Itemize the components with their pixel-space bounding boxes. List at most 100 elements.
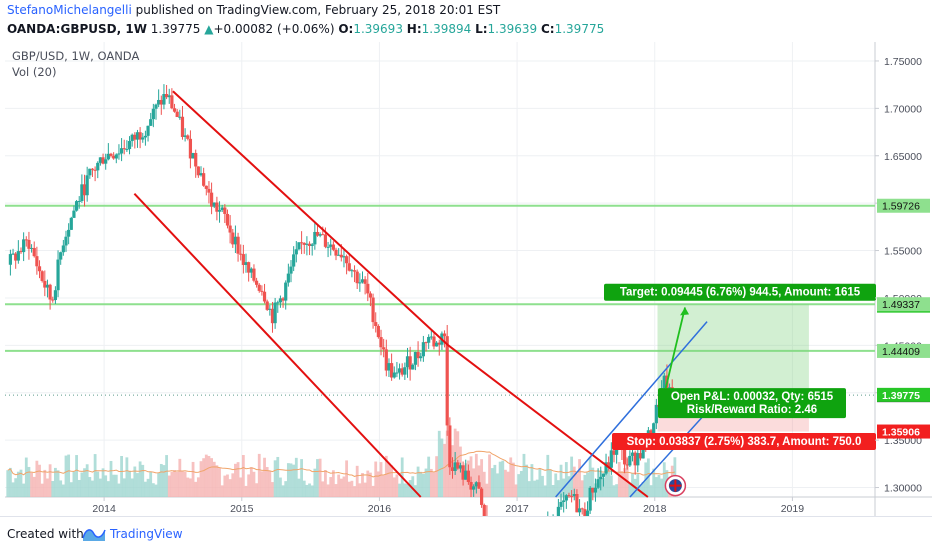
volume-bar: [215, 465, 219, 497]
candle-body: [74, 201, 79, 211]
volume-bar: [136, 473, 139, 497]
candle-body: [472, 486, 476, 490]
volume-bar: [374, 461, 378, 497]
candle-body: [326, 246, 330, 248]
price-badge-text: 1.35906: [882, 427, 920, 439]
candle-body: [453, 462, 457, 471]
volume-bar: [628, 482, 632, 497]
volume-bar: [649, 485, 653, 497]
volume-bar: [384, 455, 388, 497]
candle-body: [98, 157, 103, 163]
volume-bar: [141, 464, 145, 497]
candle-body: [358, 282, 362, 284]
volume-bar: [443, 443, 446, 497]
volume-bar: [570, 456, 574, 497]
volume-bar: [218, 468, 221, 497]
candle-body: [612, 450, 616, 455]
candle-body: [408, 356, 412, 370]
grid: [5, 42, 875, 497]
volume-bar: [85, 464, 89, 497]
price-badge-bg: [877, 387, 930, 402]
price-tick-label: 1.70000: [884, 103, 922, 115]
red-trendline: [447, 344, 649, 498]
tradingview-brand-link[interactable]: TradingView: [110, 527, 183, 541]
price-tick-label: 1.65000: [884, 151, 922, 163]
volume-bar: [43, 469, 47, 497]
gbp-flag-icon: [664, 474, 687, 497]
candle-body: [112, 155, 116, 159]
candle-body: [570, 496, 574, 498]
volume-bar: [154, 484, 158, 497]
volume-bar: [464, 463, 468, 497]
volume-bar: [355, 465, 359, 497]
volume-bar: [284, 481, 288, 497]
candle-body: [53, 290, 58, 300]
volume-bar: [408, 480, 412, 497]
volume-bar: [61, 484, 65, 497]
low-value: 1.39639: [487, 22, 538, 36]
candle-body: [397, 368, 402, 373]
candle-body: [146, 125, 150, 136]
volume-bar: [175, 471, 179, 497]
footer: Created with TradingView: [0, 516, 932, 551]
blue-trendline: [629, 415, 704, 498]
volume-bar: [490, 468, 494, 497]
candle-body: [162, 94, 166, 105]
chart-header: StefanoMichelangelli published on Tradin…: [0, 0, 932, 42]
volume-bar: [488, 454, 491, 497]
volume-series: [6, 428, 677, 497]
candle-body: [183, 135, 187, 137]
close-value: 1.39775: [554, 22, 605, 36]
candle-body: [315, 231, 320, 236]
candle-body: [310, 244, 314, 246]
candle-body: [22, 239, 26, 253]
author-link[interactable]: StefanoMichelangelli: [7, 3, 132, 17]
volume-bar: [361, 473, 364, 497]
candle-body: [122, 148, 126, 150]
chart-area[interactable]: Target: 0.09445 (6.76%) 944.5, Amount: 1…: [0, 42, 932, 516]
price-change: +0.00082 (+0.06%): [213, 22, 335, 36]
candle-body: [405, 356, 410, 368]
volume-bar: [617, 462, 621, 497]
candle-body: [215, 202, 219, 212]
volume-bar: [204, 454, 208, 497]
volume-bar: [310, 485, 314, 497]
red-trendline: [172, 90, 449, 347]
volume-bar: [69, 482, 73, 497]
volume-bar: [236, 462, 240, 497]
volume-bar: [297, 478, 301, 497]
price-chart[interactable]: Target: 0.09445 (6.76%) 944.5, Amount: 1…: [0, 42, 932, 516]
candle-body: [654, 404, 658, 424]
candle-body: [231, 232, 235, 245]
volume-bar: [300, 459, 304, 497]
level-badge-bg: [877, 297, 930, 312]
candle-body: [104, 159, 108, 164]
pnl-label-bg: [658, 388, 846, 419]
volume-bar: [27, 466, 31, 497]
candle-body: [56, 259, 60, 291]
level-badge: 1.49337: [877, 297, 930, 311]
target-label-text: Target: 0.09445 (6.76%) 944.5, Amount: 1…: [620, 287, 861, 299]
candle-body: [382, 347, 386, 350]
volume-bar: [64, 455, 68, 497]
volume-bar: [263, 457, 266, 497]
candle-body: [220, 207, 224, 211]
candle-body: [37, 266, 42, 272]
candle-body: [265, 301, 269, 310]
volume-bar: [271, 482, 274, 497]
volume-bar: [403, 483, 407, 497]
candle-body: [247, 262, 251, 273]
volume-bar: [612, 485, 616, 497]
volume-bar: [347, 481, 351, 497]
candle-body: [88, 168, 92, 176]
volume-bar: [72, 471, 76, 497]
candle-body: [622, 449, 627, 465]
candle-body: [638, 453, 643, 459]
volume-bar: [223, 475, 227, 497]
candle-body: [477, 482, 481, 489]
volume-bar: [120, 456, 123, 497]
volume-bar: [181, 471, 184, 497]
candle-body: [427, 337, 431, 343]
volume-bar: [583, 474, 587, 497]
price-badge-text: 1.39775: [882, 390, 920, 402]
